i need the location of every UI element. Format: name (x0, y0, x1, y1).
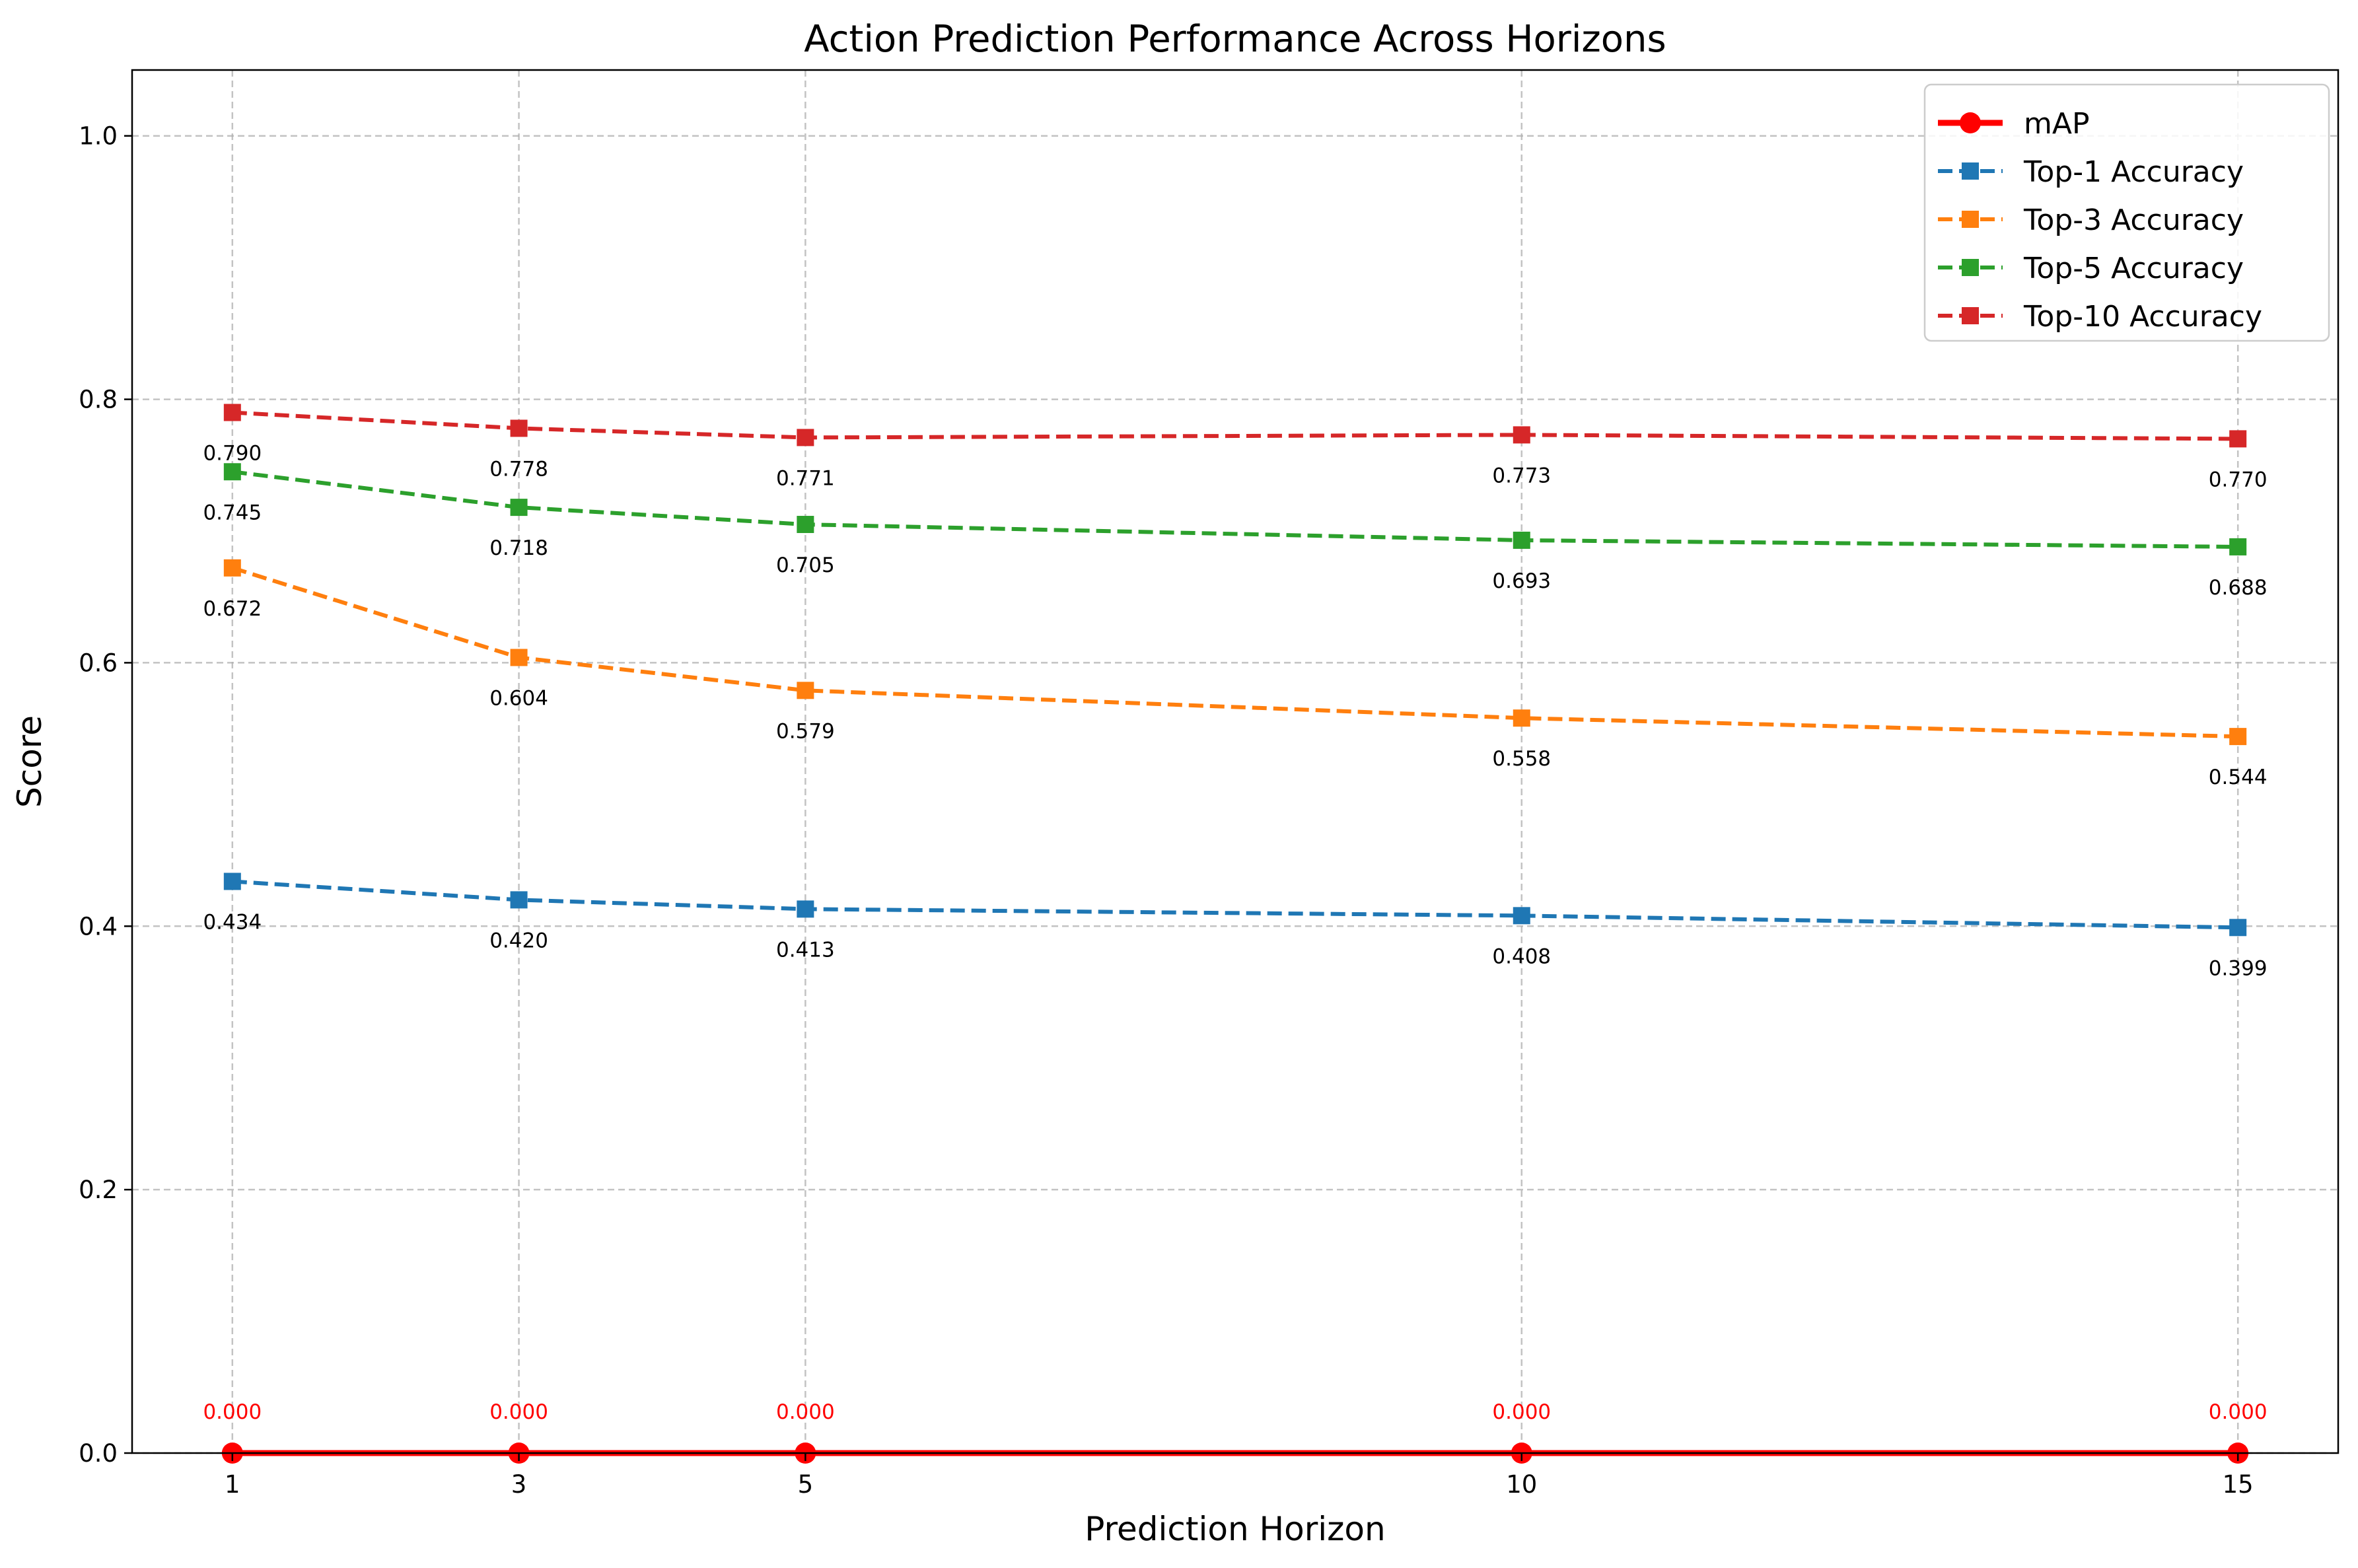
data-label: 0.000 (2209, 1400, 2268, 1424)
series-point (797, 429, 814, 446)
plot-frame (131, 69, 2340, 1454)
data-label: 0.558 (1492, 747, 1551, 771)
legend-item: mAP (1938, 107, 2090, 141)
data-label: 0.771 (776, 466, 835, 490)
data-label: 0.579 (776, 719, 835, 743)
legend-item: Top-5 Accuracy (1938, 252, 2244, 285)
legend-item: Top-10 Accuracy (1938, 300, 2262, 334)
series-point (797, 900, 814, 918)
data-label: 0.434 (203, 910, 262, 934)
data-label: 0.773 (1492, 464, 1551, 487)
chart-title: Action Prediction Performance Across Hor… (804, 18, 1666, 61)
data-label: 0.408 (1492, 944, 1551, 968)
y-tick-label: 0.4 (79, 912, 118, 941)
data-label: 0.705 (776, 553, 835, 577)
y-tick-label: 0.6 (79, 649, 118, 677)
series-point (797, 516, 814, 534)
data-label: 0.000 (1492, 1400, 1551, 1424)
data-label: 0.000 (776, 1400, 835, 1424)
data-label: 0.544 (2209, 766, 2268, 789)
data-label: 0.790 (203, 442, 262, 466)
legend-item: Top-3 Accuracy (1938, 203, 2244, 237)
legend-label: Top-3 Accuracy (2023, 203, 2244, 237)
series-point (223, 463, 241, 481)
legend-item: Top-1 Accuracy (1938, 155, 2244, 189)
data-label: 0.413 (776, 938, 835, 962)
series-layer: 0.000 0.000 0.000 0.000 0.000 0.434 0.420 0.413… (203, 404, 2268, 1464)
y-tick-label: 1.0 (79, 122, 118, 151)
series-group: 0.745 0.718 0.705 0.693 0.688 (203, 463, 2268, 600)
series-point (510, 419, 528, 437)
x-tick-label: 10 (1506, 1470, 1537, 1499)
series-point (510, 891, 528, 909)
y-tick-label: 0.8 (79, 386, 118, 414)
data-label: 0.000 (489, 1400, 548, 1424)
x-tick-label: 5 (798, 1470, 814, 1499)
series-point (510, 499, 528, 517)
series-point (2229, 728, 2247, 746)
y-tick-label: 0.0 (79, 1439, 118, 1468)
series-point (1513, 531, 1530, 549)
series-line (231, 565, 2238, 739)
legend-label: Top-10 Accuracy (2023, 300, 2262, 334)
data-label: 0.604 (489, 686, 548, 710)
data-label: 0.693 (1492, 569, 1551, 593)
y-axis-label: Score (11, 715, 49, 808)
series-point (1513, 709, 1530, 727)
data-label: 0.770 (2209, 468, 2268, 491)
data-label: 0.688 (2209, 576, 2268, 600)
legend-marker (1960, 112, 1981, 133)
series-point (1513, 426, 1530, 444)
data-label: 0.718 (489, 536, 548, 560)
data-label: 0.000 (203, 1400, 262, 1424)
y-tick-label: 0.2 (79, 1176, 118, 1204)
legend: mAP Top-1 Accuracy Top-3 Accuracy Top-5 Acc… (1923, 83, 2330, 342)
legend-marker (1962, 259, 1979, 276)
series-point (1513, 907, 1530, 925)
x-axis-label: Prediction Horizon (1085, 1510, 1385, 1548)
legend-label: Top-1 Accuracy (2023, 155, 2244, 189)
series-group: 0.434 0.420 0.413 0.408 0.399 (203, 873, 2268, 980)
data-label: 0.672 (203, 597, 262, 621)
x-tick-label: 1 (225, 1470, 240, 1499)
series-group: 0.790 0.778 0.771 0.773 0.770 (203, 404, 2268, 491)
data-label: 0.399 (2209, 956, 2268, 980)
series-group: 0.672 0.604 0.579 0.558 0.544 (203, 559, 2268, 789)
legend-marker (1962, 307, 1979, 324)
legend-label: Top-5 Accuracy (2023, 252, 2244, 285)
series-point (510, 649, 528, 666)
legend-label: mAP (2024, 107, 2090, 141)
legend-marker (1962, 162, 1979, 180)
axis-ticks: 1 3 5 10 15 0.0 0.2 0.4 0.6 0.8 1.0 (79, 122, 2254, 1499)
series-point (2229, 538, 2247, 555)
x-tick-label: 3 (511, 1470, 527, 1499)
series-point (797, 682, 814, 699)
series-point (223, 404, 241, 421)
series-point (2229, 919, 2247, 937)
series-point (2229, 430, 2247, 448)
legend-box (1923, 83, 2330, 342)
data-label: 0.420 (489, 929, 548, 952)
x-tick-label: 15 (2223, 1470, 2254, 1499)
legend-marker (1962, 211, 1979, 228)
series-point (223, 559, 241, 577)
series-point (223, 873, 241, 890)
data-label: 0.778 (489, 457, 548, 481)
data-label: 0.745 (203, 501, 262, 524)
